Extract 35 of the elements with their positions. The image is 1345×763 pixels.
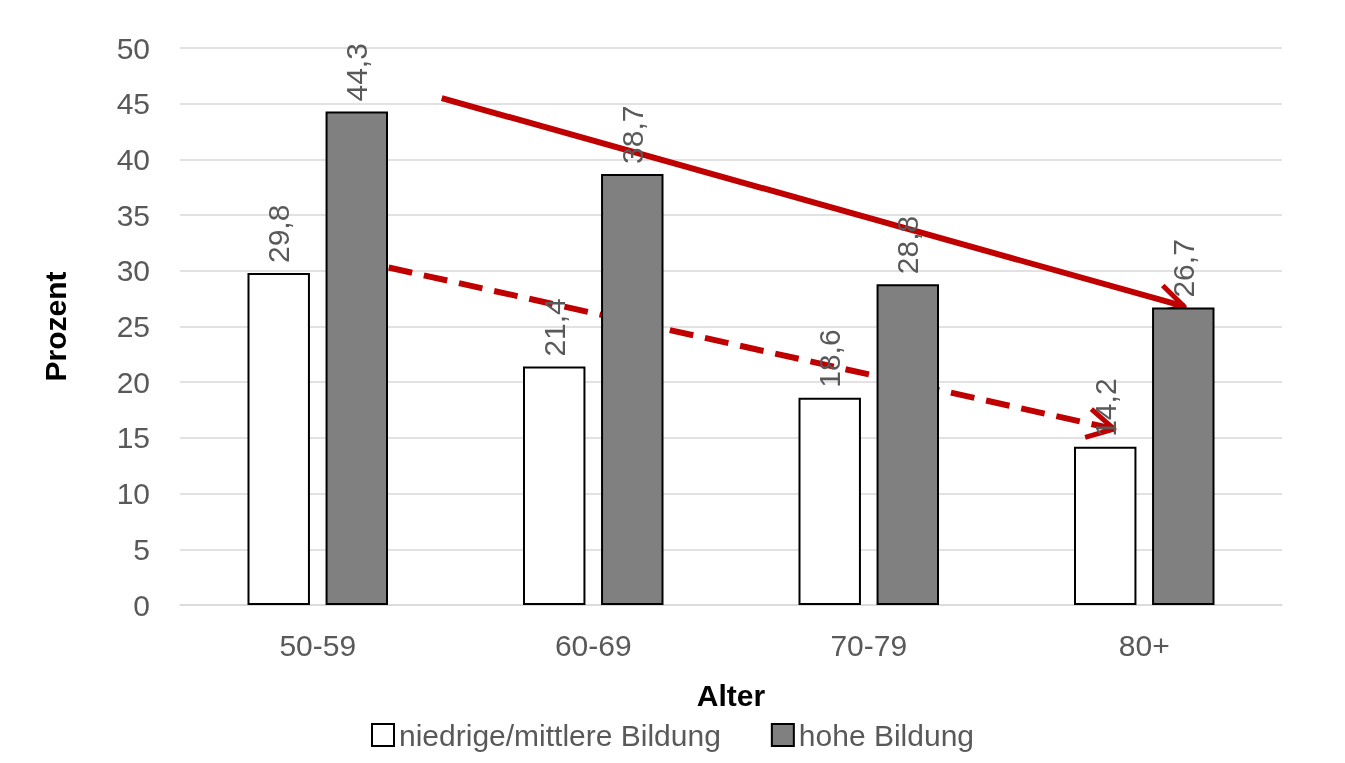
y-axis-title: Prozent	[38, 271, 72, 382]
bar	[798, 397, 861, 605]
y-tick-label: 45	[116, 87, 150, 121]
y-tick-label: 10	[116, 477, 150, 511]
y-tick-label: 30	[116, 254, 150, 288]
x-tick-label: 50-59	[279, 628, 357, 662]
data-label: 38,7	[615, 105, 649, 164]
y-tick-label: 35	[116, 198, 150, 232]
data-label: 44,3	[340, 43, 374, 102]
data-label: 21,4	[537, 298, 571, 357]
x-tick-label: 80+	[1118, 628, 1170, 662]
bar	[876, 284, 939, 605]
y-tick-label: 50	[116, 31, 150, 65]
bar	[325, 111, 388, 605]
data-label: 18,6	[813, 329, 847, 388]
x-axis-title: Alter	[696, 678, 766, 712]
y-tick-label: 15	[116, 421, 150, 455]
bar	[1074, 446, 1137, 605]
legend-label: hohe Bildung	[798, 718, 974, 752]
bar	[523, 366, 586, 605]
y-tick-label: 5	[133, 532, 150, 566]
data-label: 14,2	[1088, 378, 1122, 437]
data-label: 29,8	[262, 204, 296, 264]
y-tick-label: 25	[116, 310, 150, 343]
bar	[1152, 307, 1215, 605]
data-label: 28,8	[891, 215, 925, 275]
bar	[601, 173, 664, 605]
data-label: 26,7	[1166, 239, 1200, 298]
y-tick-label: 20	[116, 365, 150, 399]
x-tick-label: 60-69	[554, 628, 632, 662]
legend-label: niedrige/mittlere Bildung	[399, 718, 721, 752]
bar	[247, 273, 310, 605]
x-tick-label: 70-79	[830, 628, 908, 662]
y-tick-label: 0	[133, 588, 150, 622]
y-tick-label: 40	[116, 142, 150, 176]
